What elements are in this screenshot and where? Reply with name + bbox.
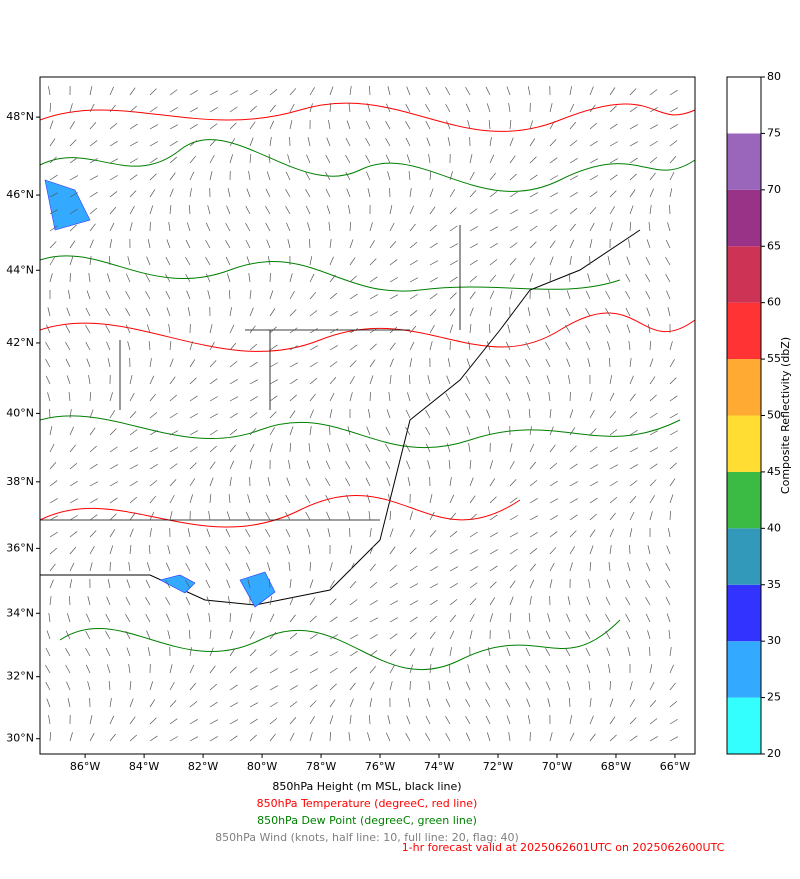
y-tick-label: 36°N <box>6 541 34 554</box>
x-tick-label: 78°W <box>306 760 336 773</box>
y-tick-label: 32°N <box>6 670 34 683</box>
colorbar-tick-label: 60 <box>767 296 781 309</box>
x-tick-label: 74°W <box>424 760 454 773</box>
colorbar-tick-label: 75 <box>767 126 781 139</box>
x-tick-label: 80°W <box>247 760 277 773</box>
x-tick-label: 84°W <box>129 760 159 773</box>
caption: 850hPa Temperature (degreeC, red line) <box>257 797 478 810</box>
x-tick-label: 66°W <box>660 760 690 773</box>
y-tick-label: 38°N <box>6 475 34 488</box>
colorbar-tick-label: 65 <box>767 239 781 252</box>
x-tick-label: 72°W <box>483 760 513 773</box>
x-tick-label: 70°W <box>542 760 572 773</box>
y-tick-label: 40°N <box>6 406 34 419</box>
map-background <box>40 77 695 754</box>
y-tick-label: 34°N <box>6 606 34 619</box>
y-tick-label: 44°N <box>6 263 34 276</box>
colorbar-tick-label: 30 <box>767 634 781 647</box>
y-tick-label: 48°N <box>6 110 34 123</box>
colorbar-segment <box>727 77 761 133</box>
x-tick-label: 76°W <box>365 760 395 773</box>
x-tick-label: 82°W <box>188 760 218 773</box>
colorbar-segment <box>727 528 761 584</box>
x-tick-label: 68°W <box>601 760 631 773</box>
colorbar-tick-label: 40 <box>767 521 781 534</box>
colorbar-tick-label: 80 <box>767 70 781 83</box>
colorbar-segment <box>727 698 761 754</box>
colorbar-tick-label: 70 <box>767 183 781 196</box>
caption: 850hPa Height (m MSL, black line) <box>272 780 461 793</box>
colorbar-label: Composite Reflectivity (dbZ) <box>779 337 792 494</box>
colorbar-segment <box>727 246 761 302</box>
colorbar-segment <box>727 585 761 641</box>
colorbar-segment <box>727 359 761 415</box>
x-tick-label: 86°W <box>70 760 100 773</box>
y-tick-label: 46°N <box>6 188 34 201</box>
colorbar-tick-label: 20 <box>767 747 781 760</box>
colorbar-segment <box>727 416 761 472</box>
colorbar-segment <box>727 472 761 528</box>
y-tick-label: 42°N <box>6 336 34 349</box>
colorbar-segment <box>727 303 761 359</box>
caption: 850hPa Dew Point (degreeC, green line) <box>257 814 477 827</box>
colorbar-segment <box>727 133 761 189</box>
y-tick-label: 30°N <box>6 732 34 745</box>
colorbar-segment <box>727 190 761 246</box>
forecast-note: 1-hr forecast valid at 2025062601UTC on … <box>402 841 725 854</box>
colorbar-tick-label: 35 <box>767 578 781 591</box>
colorbar-segment <box>727 641 761 697</box>
colorbar-tick-label: 25 <box>767 691 781 704</box>
